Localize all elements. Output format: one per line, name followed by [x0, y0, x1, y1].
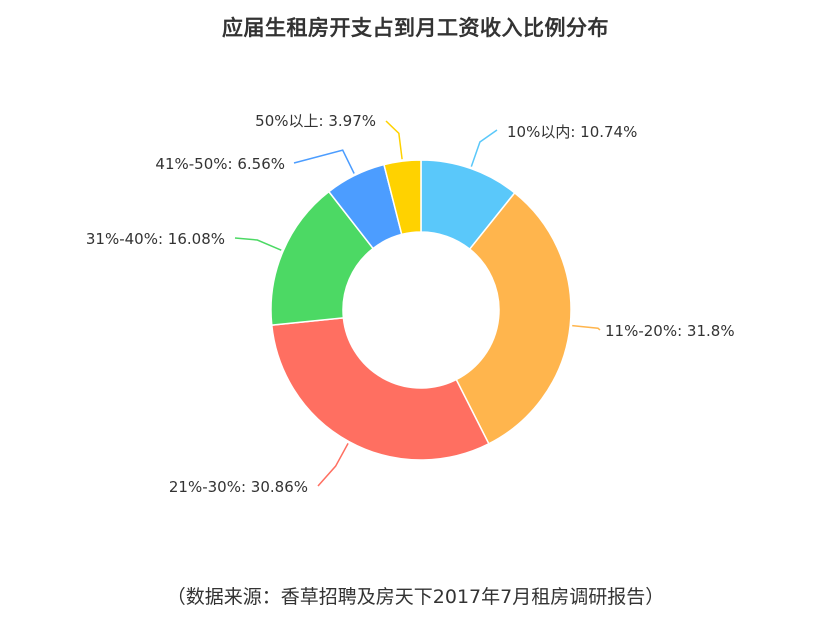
- leader-line-6: [385, 120, 403, 160]
- leader-line-2: [572, 324, 601, 331]
- slice-label-2: 11%-20%: 31.8%: [605, 322, 735, 340]
- slice-label-3: 21%-30%: 30.86%: [169, 478, 308, 496]
- slice-label-4: 31%-40%: 16.08%: [86, 230, 225, 248]
- leader-line-1: [470, 129, 498, 167]
- source-note: （数据来源：香草招聘及房天下2017年7月租房调研报告）: [166, 586, 665, 608]
- leader-line-5: [293, 149, 355, 174]
- pie-slice-3: [270, 317, 490, 461]
- slice-label-5: 41%-50%: 6.56%: [155, 155, 285, 173]
- leader-line-3: [317, 443, 349, 487]
- slice-label-1: 10%以内: 10.74%: [507, 123, 637, 141]
- chart-title: 应届生租房开支占到月工资收入比例分布: [222, 16, 609, 40]
- leader-line-4: [234, 237, 282, 251]
- pie-slice-2: [455, 191, 572, 445]
- slice-label-6: 50%以上: 3.97%: [255, 112, 376, 130]
- pie-slice-6: [383, 159, 422, 236]
